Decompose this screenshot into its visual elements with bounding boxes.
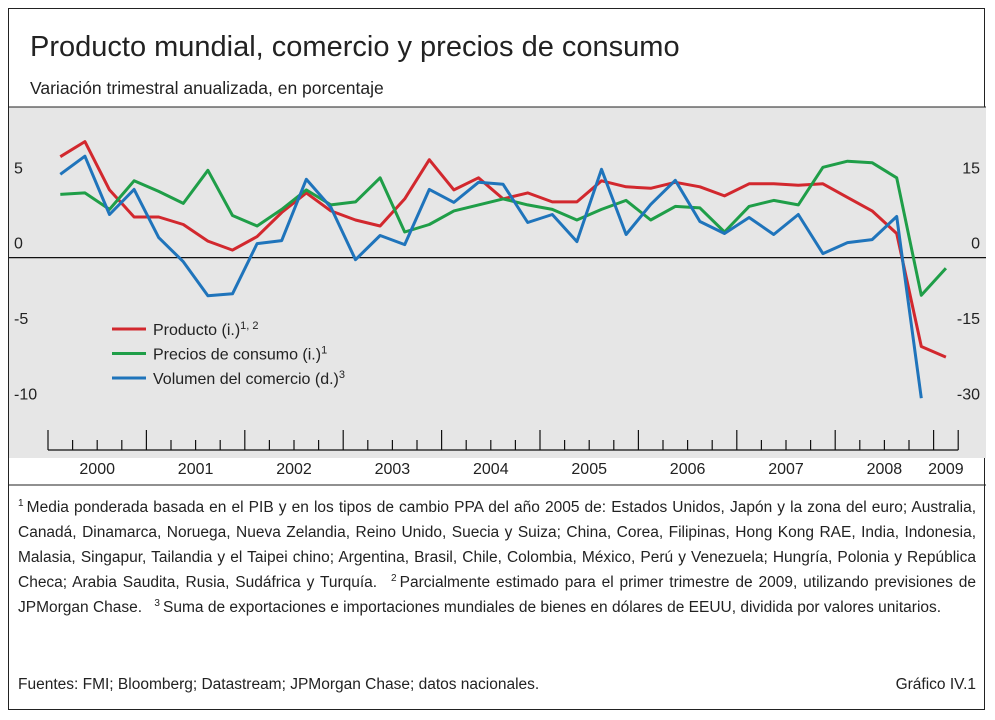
footnote-mark: 3 (154, 597, 160, 609)
footnote-text: Suma de exportaciones e importaciones mu… (163, 599, 942, 616)
legend-label: Volumen del comercio (d.)3 (153, 369, 345, 388)
y-tick-label: 5 (14, 160, 23, 177)
x-tick-label: 2009 (928, 461, 964, 478)
y2-tick-label: 0 (971, 236, 980, 253)
series-line (60, 159, 948, 297)
footnote-text: Media ponderada basada en el PIB y en lo… (18, 499, 976, 591)
footnote-text: Parcialmente estimado para el primer tri… (18, 574, 976, 616)
series-line (59, 154, 923, 399)
y-tick-label: -5 (14, 311, 28, 328)
x-tick-label: 2004 (473, 461, 509, 478)
chart-subtitle: Variación trimestral anualizada, en porc… (30, 78, 384, 98)
x-tick-label: 2008 (867, 461, 903, 478)
footnote: 3 Suma de exportaciones e importaciones … (154, 597, 942, 616)
legend-name: Precios de consumo (i.) (153, 347, 321, 364)
legend-note-ref: 3 (339, 369, 345, 381)
y-tick-label: 0 (14, 236, 23, 253)
source: Fuentes: FMI; Bloomberg; Datastream; JPM… (18, 676, 540, 693)
legend-label: Producto (i.)1, 2 (153, 320, 259, 339)
x-tick-label: 2007 (768, 461, 804, 478)
y2-tick-label: -15 (957, 311, 980, 328)
x-tick-label: 2002 (276, 461, 312, 478)
y2-tick-label: -30 (957, 386, 980, 403)
footnote-mark: 1 (18, 497, 24, 509)
y-tick-label: -10 (14, 386, 37, 403)
x-tick-label: 2005 (571, 461, 607, 478)
footer: Fuentes: FMI; Bloomberg; Datastream; JPM… (18, 676, 976, 694)
footnote-mark: 2 (390, 572, 397, 584)
chart-title: Producto mundial, comercio y precios de … (30, 31, 680, 63)
x-tick-label: 2003 (375, 461, 411, 478)
x-tick-label: 2001 (178, 461, 214, 478)
footnotes: 1 Media ponderada basada en el PIB y en … (18, 495, 976, 620)
legend-name: Volumen del comercio (d.) (153, 371, 339, 388)
legend-note-ref: 1 (321, 345, 327, 357)
x-tick-label: 2006 (670, 461, 706, 478)
chart-id: Gráfico IV.1 (895, 676, 976, 693)
footnote: 1 Media ponderada basada en el PIB y en … (18, 497, 976, 591)
x-tick-label: 2000 (79, 461, 115, 478)
legend-label: Precios de consumo (i.)1 (153, 345, 327, 364)
legend-name: Producto (i.) (153, 322, 240, 339)
footnote: 2 Parcialmente estimado para el primer t… (18, 572, 976, 616)
plot-background (9, 107, 986, 458)
y2-tick-label: 15 (962, 160, 980, 177)
legend-note-ref: 1, 2 (240, 320, 258, 332)
